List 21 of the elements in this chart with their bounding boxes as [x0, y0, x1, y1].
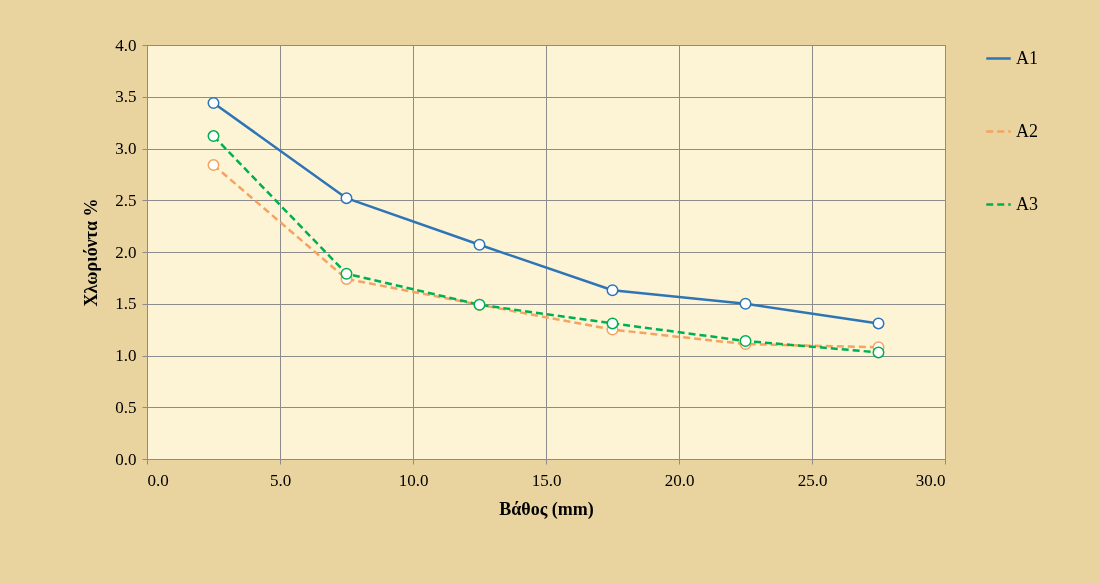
x-tick-label: 5.0 [269, 470, 292, 490]
x-tick-label: 25.0 [797, 470, 828, 490]
x-tick-label: 30.0 [915, 470, 946, 490]
x-tick-label: 20.0 [664, 470, 695, 490]
x-axis-title: Βάθος (mm) [499, 498, 594, 520]
y-tick-label: 0.0 [115, 449, 137, 469]
y-tick-label: 3.0 [115, 139, 137, 158]
x-tick-label: 15.0 [531, 470, 562, 490]
y-tick-label: 2.5 [115, 190, 137, 210]
legend-label: A1 [1016, 47, 1038, 68]
y-axis-title: Χλωριόντα % [81, 198, 102, 307]
y-tick-label: 2.0 [115, 242, 137, 262]
y-tick-label: 1.5 [115, 294, 137, 314]
y-tick-label: 0.5 [115, 397, 137, 417]
legend-label: A3 [1016, 193, 1038, 214]
x-tick-label: 0.0 [147, 470, 169, 490]
y-tick-label: 1.0 [115, 346, 137, 365]
legend-label: A2 [1016, 120, 1038, 141]
y-tick-label: 3.5 [115, 87, 137, 107]
x-tick-label: 10.0 [398, 470, 429, 490]
y-tick-label: 4.0 [115, 35, 137, 55]
